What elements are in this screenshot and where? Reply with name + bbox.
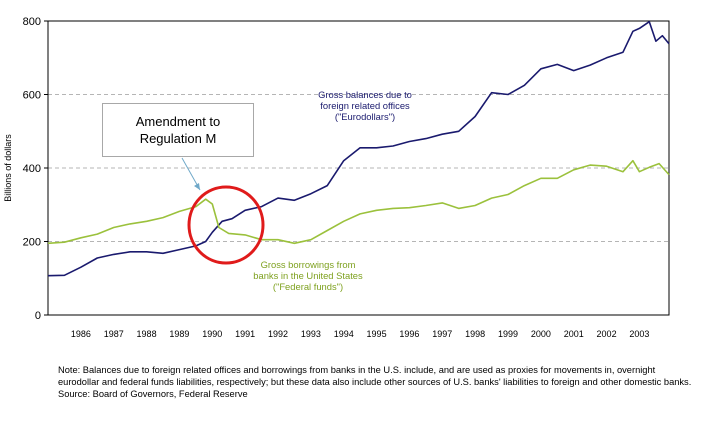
x-tick-label: 1999 (498, 329, 518, 339)
x-tick-label: 2003 (629, 329, 649, 339)
x-tick-label: 1996 (399, 329, 419, 339)
federal-funds-series-line (47, 159, 670, 245)
x-tick-label: 1995 (367, 329, 387, 339)
y-tick-label: 800 (23, 16, 41, 28)
x-tick-label: 1990 (202, 329, 222, 339)
chart-note: Note: Balances due to foreign related of… (58, 365, 692, 399)
eurodollars-series-line (47, 20, 670, 277)
y-tick-label: 400 (23, 163, 41, 175)
axes (44, 20, 670, 316)
amendment-callout-text: Amendment to Regulation M (135, 114, 221, 146)
eurodollars-annotation-text: Gross balances due to foreign related of… (318, 89, 412, 122)
x-tick-label: 1993 (301, 329, 321, 339)
x-tick-label: 1991 (235, 329, 255, 339)
x-tick-label: 1988 (137, 329, 157, 339)
x-tick-label: 1989 (169, 329, 189, 339)
federal-funds-annotation-text: Gross borrowings from banks in the Unite… (253, 259, 363, 292)
x-tick-label: 1994 (334, 329, 354, 339)
series-lines (47, 20, 670, 277)
x-tick-label: 2002 (597, 329, 617, 339)
x-tick-label: 2000 (531, 329, 551, 339)
highlight-circle (187, 185, 265, 265)
amendment-callout: Amendment to Regulation M (102, 103, 254, 157)
gridlines (48, 94, 669, 242)
y-tick-label: 600 (23, 90, 41, 102)
eurodollars-annotation: Gross balances due to foreign related of… (295, 89, 435, 122)
y-tick-labels: 0 200 400 600 800 (23, 16, 41, 322)
y-tick-label: 0 (35, 310, 41, 322)
x-tick-label: 1997 (432, 329, 452, 339)
x-tick-label: 1998 (465, 329, 485, 339)
x-tick-label: 1992 (268, 329, 288, 339)
x-tick-label: 2001 (564, 329, 584, 339)
x-tick-labels: 1986 1987 1988 1989 1990 1991 1992 1993 1994 1995… (71, 329, 650, 339)
callout-arrowhead (194, 183, 200, 190)
y-axis-label: Billions of dollars (3, 134, 13, 202)
x-tick-label: 1987 (104, 329, 124, 339)
x-tick-label: 1986 (71, 329, 91, 339)
federal-funds-annotation: Gross borrowings from banks in the Unite… (238, 259, 378, 292)
y-tick-label: 200 (23, 237, 41, 249)
